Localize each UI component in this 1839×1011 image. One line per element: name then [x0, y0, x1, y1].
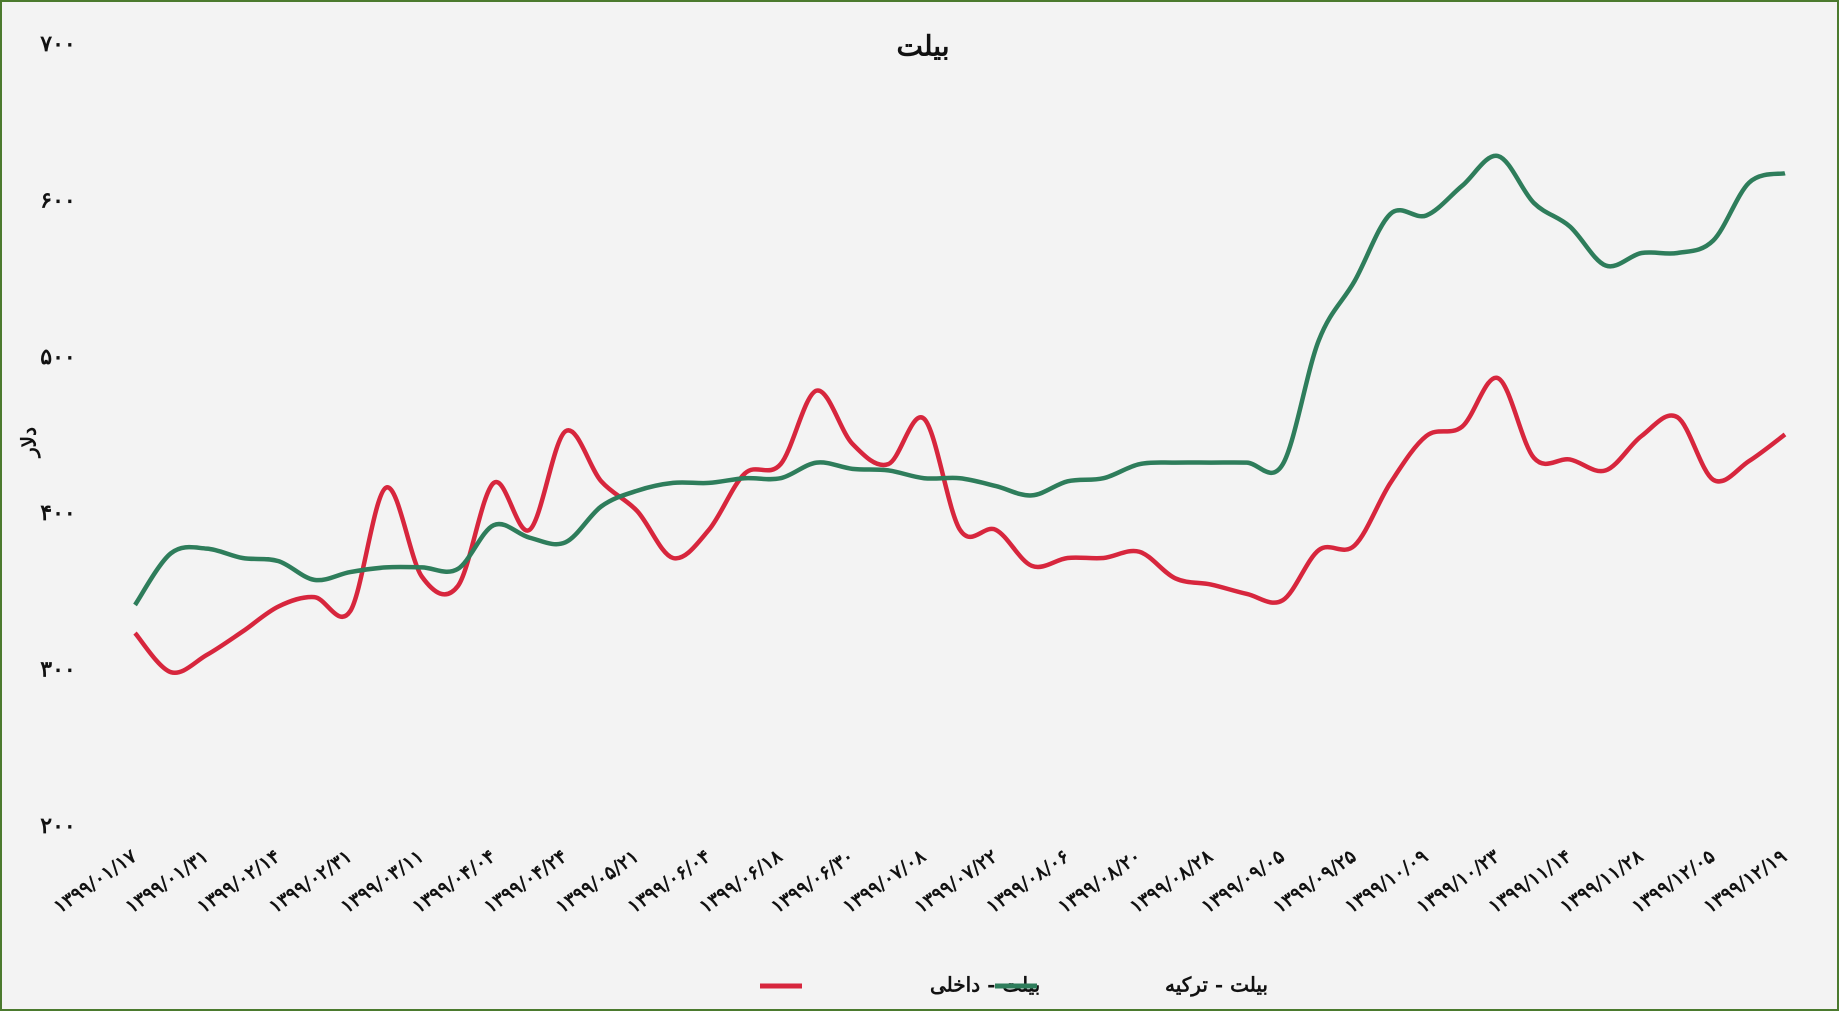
y-tick-label: ۴۰۰: [40, 500, 75, 526]
y-tick-label: ۶۰۰: [40, 187, 75, 213]
y-tick-label: ۷۰۰: [39, 31, 75, 57]
y-tick-label: ۵۰۰: [40, 344, 75, 370]
y-tick-label: ۲۰۰: [40, 813, 75, 839]
line: [133, 153, 1786, 607]
legend-label: بیلت - ترکیه: [1165, 973, 1268, 998]
line: [133, 375, 1787, 675]
y-axis-label: دلار: [17, 427, 42, 459]
chart-title: بیلت: [896, 30, 949, 63]
y-tick-label: ۳۰۰: [40, 657, 75, 683]
